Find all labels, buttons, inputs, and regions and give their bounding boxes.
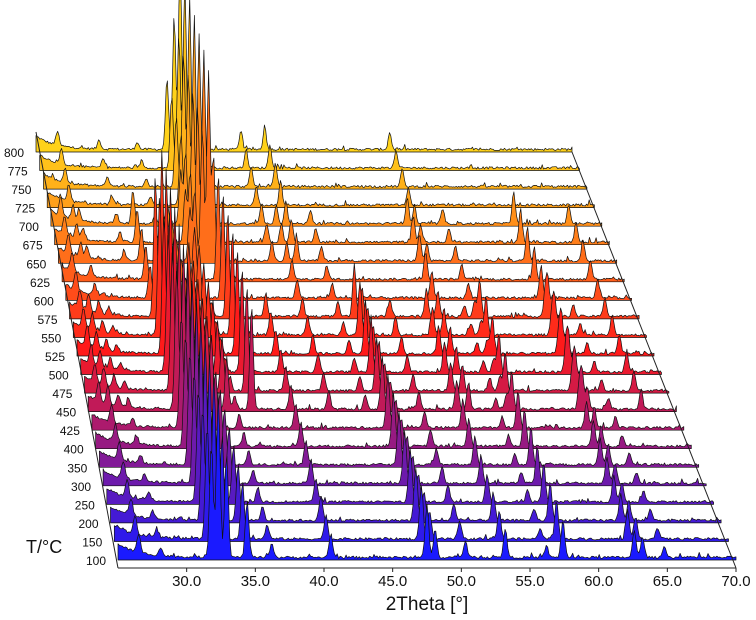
row-slab [114,541,729,550]
row-slab [39,170,580,179]
y-tick-425: 425 [60,424,80,438]
x-tick-30.0: 30.0 [172,573,201,590]
trace-775 [39,0,580,171]
y-tick-450: 450 [56,406,76,420]
y-axis-title: T/°C [26,537,62,557]
y-tick-575: 575 [38,313,58,327]
y-tick-350: 350 [67,461,87,475]
y-tick-150: 150 [82,535,102,549]
trace-475 [84,223,670,394]
y-tick-475: 475 [52,387,72,401]
trace-700 [50,33,603,227]
trace-group [35,0,737,568]
x-tick-55.0: 55.0 [515,573,544,590]
trace-425 [91,261,685,431]
y-tick-100: 100 [86,554,106,568]
trace-650 [58,70,618,264]
y-tick-700: 700 [19,220,39,234]
row-slab [106,504,714,513]
y-tick-725: 725 [15,202,35,216]
row-slab [95,448,692,457]
y-tick-600: 600 [34,294,54,308]
row-slab [43,189,587,198]
trace-725 [46,15,595,208]
x-tick-50.0: 50.0 [447,573,476,590]
trace-750 [43,0,588,190]
y-tick-525: 525 [45,350,65,364]
y-tick-400: 400 [64,443,84,457]
row-slab [110,522,722,531]
x-tick-70.0: 70.0 [721,573,750,590]
trace-250 [106,335,714,505]
row-slab [84,393,669,402]
y-tick-550: 550 [41,331,61,345]
y-tick-300: 300 [71,480,91,494]
row-slab [99,467,699,476]
y-tick-800: 800 [4,146,24,160]
trace-675 [54,49,610,246]
row-slab [103,485,707,494]
row-slab [91,430,684,439]
y-tick-labels: 100 150 200 250 300 350 400 425 450 475 500 525 550 5… [4,146,106,568]
x-axis-title: 2Theta [°] [386,594,469,615]
trace-200 [110,355,722,524]
y-tick-200: 200 [79,517,99,531]
row-slab [36,152,572,160]
axes-group [35,131,737,569]
right-depth-axis [571,151,737,569]
y-tick-625: 625 [30,276,50,290]
x-tick-45.0: 45.0 [378,573,407,590]
trace-100 [117,392,737,561]
trace-400 [95,280,692,450]
y-tick-650: 650 [26,257,46,271]
x-tick-labels: 30.0 35.0 40.0 45.0 50.0 55.0 60.0 65.0 70.0 [172,568,751,590]
x-tick-65.0: 65.0 [653,573,682,590]
y-tick-775: 775 [8,165,28,179]
y-tick-500: 500 [49,369,69,383]
y-tick-675: 675 [23,239,43,253]
x-tick-40.0: 40.0 [309,573,338,590]
trace-150 [113,372,729,542]
y-tick-750: 750 [11,183,31,197]
trace-350 [99,298,700,468]
trace-800 [35,0,573,153]
left-depth-axis [35,131,119,569]
row-slab [88,411,677,420]
x-tick-35.0: 35.0 [241,573,270,590]
trace-450 [87,243,677,412]
trace-300 [102,317,707,487]
y-tick-250: 250 [75,498,95,512]
row-slab [118,560,736,568]
x-tick-60.0: 60.0 [584,573,613,590]
